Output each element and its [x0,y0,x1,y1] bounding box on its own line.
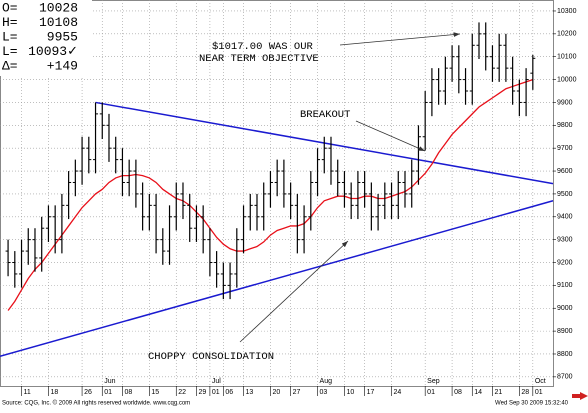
x-tick-label: 22 [178,389,186,396]
footer-source: Source: CQG, Inc. © 2009 All rights rese… [2,400,190,407]
x-tick-label: 13 [246,389,254,396]
y-tick-label: 9800 [557,122,573,129]
x-tick-label: 29 [198,389,206,396]
x-tick-label: 06 [225,389,233,396]
y-tick-label: 9600 [557,168,573,175]
x-tick-label: 26 [84,389,92,396]
moving-average [7,78,534,311]
x-tick-label: 08 [124,389,132,396]
y-tick-label: 9900 [557,99,573,106]
x-tick-label: 14 [474,389,482,396]
info-value: 10028 [39,0,78,15]
info-value: 10093✓ [28,44,78,59]
annotation: CHOPPY CONSOLIDATION [148,351,274,363]
x-tick-label: 01 [535,389,543,396]
month-label: Jun [104,378,115,385]
y-tick-label: 10100 [557,54,577,61]
month-label: Sep [427,378,440,385]
info-label: L= [2,29,18,44]
x-tick-label: 01 [212,389,220,396]
x-tick-label: 20 [272,389,280,396]
y-tick-label: 9700 [557,145,573,152]
x-tick-label: 01 [427,389,435,396]
month-label: Jul [212,378,221,385]
annotation: $1017.00 WAS OUR [212,41,314,53]
y-tick-label: 8700 [557,374,573,381]
y-tick-label: 10000 [557,76,577,83]
x-tick-label: 24 [394,389,402,396]
x-tick-label: 21 [494,389,502,396]
y-tick-label: 9300 [557,236,573,243]
info-label: L= [2,44,18,59]
x-tick-label: 27 [293,389,301,396]
y-tick-label: 8900 [557,328,573,335]
y-tick-label: 9200 [557,259,573,266]
annotation: BREAKOUT [300,109,350,121]
arrow [239,240,349,343]
month-label: Aug [320,378,333,385]
x-tick-label: 11 [24,389,31,396]
footer-timestamp: Wed Sep 30 2009 15:32:40 [495,401,569,407]
y-tick-label: 8800 [557,351,573,358]
info-value: +149 [47,58,78,73]
info-value: 9955 [47,29,78,44]
trendline [0,200,554,357]
x-tick-label: 10 [346,389,354,396]
y-tick-label: 9400 [557,214,573,221]
y-tick-label: 9500 [557,191,573,198]
info-label: H= [2,15,18,30]
x-tick-label: 08 [454,389,462,396]
x-tick-label: 01 [104,389,112,396]
y-tick-label: 10200 [557,31,577,38]
arrow [355,120,426,152]
info-box [0,0,92,76]
month-label: Oct [535,378,546,385]
x-tick-label: 03 [320,389,328,396]
x-tick-label: 17 [367,389,375,396]
y-tick-label: 9000 [557,305,573,312]
arrow [339,32,461,46]
x-tick-label: 18 [50,389,58,396]
y-tick-label: 10300 [557,8,577,15]
annotation: NEAR TERM OBJECTIVE [199,53,319,65]
x-tick-label: 28 [521,389,529,396]
scroll-arrow[interactable] [572,392,588,400]
info-value: 10108 [39,15,78,30]
y-tick-label: 9100 [557,282,573,289]
info-label: Δ= [2,58,18,73]
info-label: O= [2,0,18,15]
x-tick-label: 15 [151,389,159,396]
